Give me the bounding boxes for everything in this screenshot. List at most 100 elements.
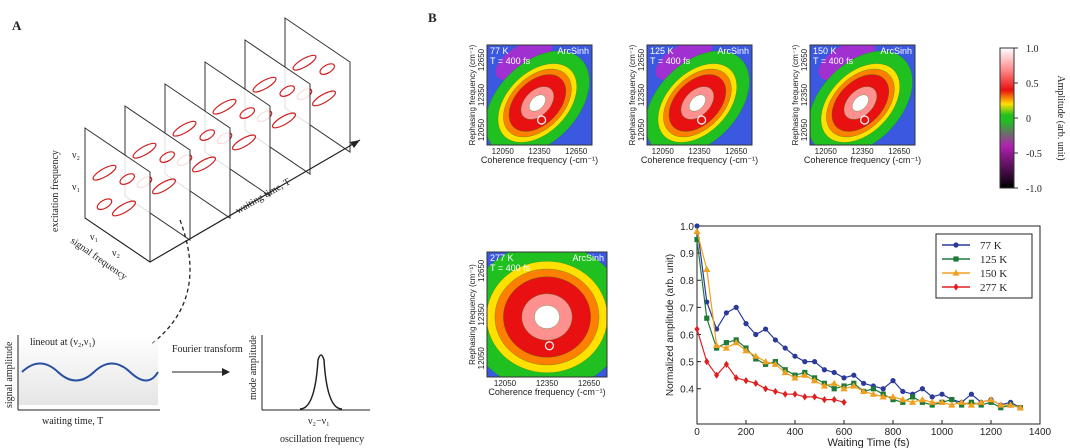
heatmap (487, 45, 592, 145)
point (889, 393, 897, 400)
peak-contour (191, 156, 217, 173)
point (802, 393, 808, 401)
point (967, 401, 975, 408)
point (900, 388, 906, 395)
x-tick-label: 12050 (492, 147, 515, 156)
peak-contour (212, 98, 237, 115)
point (869, 390, 877, 397)
point (714, 326, 720, 332)
point (953, 256, 959, 262)
point (929, 402, 935, 408)
point (948, 401, 956, 408)
point (900, 399, 906, 405)
colorbar-tick-label: 0.5 (1026, 79, 1039, 90)
point (704, 358, 710, 366)
oscillation (21, 362, 159, 382)
y-tick-label: 12050 (477, 347, 486, 370)
x-tick-label: 1400 (1029, 427, 1052, 438)
peak-contour (111, 200, 137, 217)
axis-label: signal amplitude (4, 341, 15, 408)
arrowhead (350, 140, 360, 148)
point (850, 382, 858, 389)
y-tick-label: 12650 (477, 259, 486, 282)
peak-contour (151, 178, 177, 195)
heatmap-region (818, 45, 876, 81)
point (753, 331, 759, 338)
peak-contour (252, 76, 277, 93)
x-tick-label: 12050 (652, 147, 675, 156)
point (919, 399, 925, 405)
point (820, 382, 828, 389)
point (880, 386, 886, 392)
point (861, 380, 867, 386)
x-axis-label: Coherence frequency (-cm⁻¹) (488, 387, 605, 397)
x-tick-label: 12350 (688, 147, 711, 156)
point (704, 315, 710, 321)
y-tick-label: 12350 (800, 83, 809, 106)
marker (859, 115, 870, 125)
peak-contour (92, 164, 117, 181)
point (977, 398, 985, 405)
axis-label: mode amplitude (248, 335, 259, 400)
peak-contour (96, 198, 113, 211)
x-tick-label: 1200 (980, 427, 1003, 438)
point (772, 387, 778, 396)
temperature: 77 K (490, 46, 509, 56)
point (713, 341, 721, 348)
point (939, 391, 945, 397)
point (928, 398, 936, 405)
y-tick-label: 12650 (800, 48, 809, 71)
peak-contour (132, 142, 157, 159)
x-tick-label: 12650 (578, 379, 601, 388)
point (890, 396, 896, 403)
x-tick-label: 1000 (931, 427, 954, 438)
peak-contour (271, 112, 297, 129)
point (910, 394, 916, 400)
point (733, 304, 739, 310)
point (792, 353, 798, 359)
point (763, 385, 769, 393)
colorbar-label: Amplitude (arb. unit) (1055, 75, 1066, 160)
point (714, 345, 720, 351)
colorbar (999, 47, 1015, 189)
point (1016, 404, 1024, 411)
point (952, 269, 960, 276)
point (949, 396, 955, 403)
peak-contour (279, 85, 296, 97)
series-line (696, 328, 845, 403)
point (821, 395, 827, 404)
heatmap (810, 45, 915, 145)
peak-contour (231, 134, 257, 151)
colorbar-tick-label: 1.0 (1026, 44, 1039, 55)
heatmap (647, 45, 752, 145)
y-tick-label: 12650 (637, 48, 646, 71)
point (694, 236, 700, 243)
colorbar-tick-label: 0 (1026, 114, 1031, 125)
marker (544, 341, 555, 351)
x-tick-label: 12350 (528, 147, 551, 156)
point (918, 395, 926, 403)
x-axis-label: Waiting Time (fs) (827, 437, 909, 448)
point (953, 242, 959, 248)
lineout-plot (18, 335, 158, 405)
scale: ArcSinh (880, 46, 912, 56)
x-tick-label: 600 (836, 427, 853, 438)
point (909, 398, 917, 405)
point (743, 321, 749, 327)
colorbar-tick-label: -1.0 (1026, 184, 1042, 195)
label: Fourier transform (172, 344, 243, 355)
point (958, 398, 966, 405)
scale: ArcSinh (717, 46, 749, 56)
x-tick-label: 0 (694, 427, 700, 438)
heatmap-frame (486, 44, 593, 146)
point (743, 377, 749, 385)
heatmaps: 77 KT = 400 fsArcSinh1205012050123501235… (468, 44, 1066, 397)
heatmap-region (655, 45, 713, 81)
point (733, 374, 739, 382)
tick-label: ν₂ (72, 150, 80, 161)
tick-label: ν₁ (90, 232, 98, 243)
point (771, 360, 779, 367)
y-axis-label: Rephasing frequency (cm⁻¹) (791, 44, 800, 145)
point (723, 340, 729, 346)
